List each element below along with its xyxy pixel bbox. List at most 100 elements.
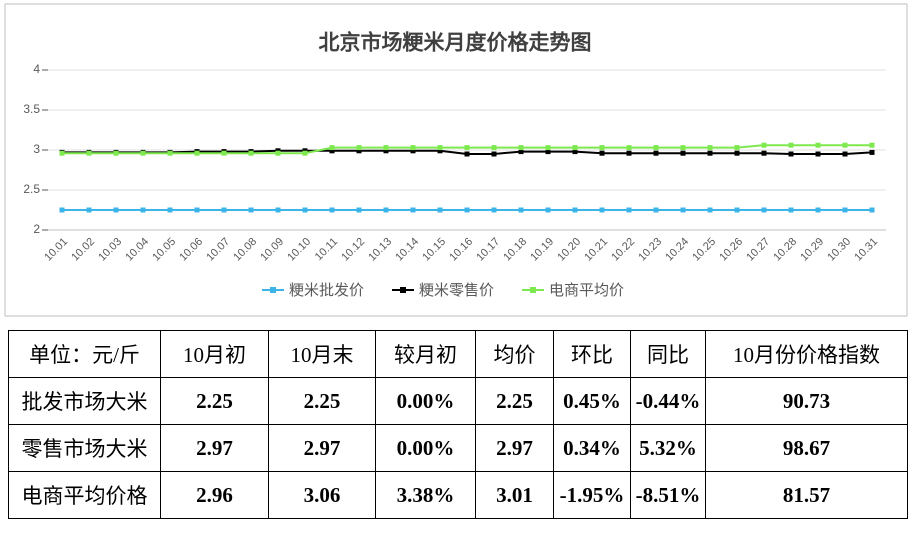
y-tick-label: 4 xyxy=(33,62,40,76)
point-marker xyxy=(653,145,659,151)
point-marker xyxy=(437,207,443,213)
point-marker xyxy=(842,142,848,148)
point-marker xyxy=(788,142,794,148)
table-cell: 98.67 xyxy=(705,424,908,472)
table-cell: 2.97 xyxy=(268,424,376,472)
header-cell: 较月初 xyxy=(375,330,476,378)
point-marker xyxy=(545,207,551,213)
point-marker xyxy=(788,207,794,213)
point-marker xyxy=(410,145,416,151)
table-cell: -1.95% xyxy=(553,471,631,519)
point-marker xyxy=(329,148,335,154)
point-marker xyxy=(869,142,875,148)
point-marker xyxy=(140,207,146,213)
point-marker xyxy=(383,145,389,151)
y-tick-label: 3.5 xyxy=(23,102,40,116)
point-marker xyxy=(626,145,632,151)
point-marker xyxy=(518,149,524,155)
point-marker xyxy=(788,151,794,157)
point-marker xyxy=(734,207,740,213)
point-marker xyxy=(248,150,254,156)
point-marker xyxy=(221,207,227,213)
table-row: 电商平均价格 2.96 3.06 3.38% 3.01 -1.95% -8.51% 81.57 xyxy=(8,471,908,519)
point-marker xyxy=(518,145,524,151)
table-cell: 2.97 xyxy=(475,424,554,472)
point-marker xyxy=(626,207,632,213)
point-marker xyxy=(356,148,362,154)
point-marker xyxy=(113,150,119,156)
table-cell: 2.96 xyxy=(160,471,269,519)
table-cell: 90.73 xyxy=(705,377,908,425)
table-cell: 2.97 xyxy=(160,424,269,472)
table-cell: 电商平均价格 xyxy=(8,471,161,519)
point-marker xyxy=(707,207,713,213)
header-row: 单位：元/斤 10月初 10月末 较月初 均价 环比 同比 10月份价格指数 xyxy=(8,330,908,378)
point-marker xyxy=(437,148,443,154)
point-marker xyxy=(572,145,578,151)
point-marker xyxy=(734,150,740,156)
table-body: 批发市场大米 2.25 2.25 0.00% 2.25 0.45% -0.44% 90.73 零… xyxy=(8,377,908,519)
point-marker xyxy=(653,207,659,213)
point-marker xyxy=(491,145,497,151)
point-marker xyxy=(356,145,362,151)
chart-title: 北京市场粳米月度价格走势图 xyxy=(319,31,592,55)
point-marker xyxy=(707,145,713,151)
table-cell: 2.25 xyxy=(160,377,269,425)
point-marker xyxy=(761,207,767,213)
legend-item: 粳米零售价 xyxy=(392,282,494,299)
point-marker xyxy=(599,207,605,213)
y-tick-label: 3 xyxy=(33,142,40,156)
header-cell: 均价 xyxy=(475,330,554,378)
table-row: 批发市场大米 2.25 2.25 0.00% 2.25 0.45% -0.44% 90.73 xyxy=(8,377,908,425)
legend-item: 电商平均价 xyxy=(522,282,624,299)
point-marker xyxy=(248,207,254,213)
point-marker xyxy=(572,149,578,155)
point-marker xyxy=(167,150,173,156)
point-marker xyxy=(734,145,740,151)
point-marker xyxy=(599,150,605,156)
table-cell: 零售市场大米 xyxy=(8,424,161,472)
legend-marker xyxy=(270,287,276,293)
table-cell: 2.25 xyxy=(268,377,376,425)
price-table: 单位：元/斤 10月初 10月末 较月初 均价 环比 同比 10月份价格指数 批发市场大米 2.… xyxy=(8,330,908,519)
point-marker xyxy=(599,145,605,151)
y-tick-label: 2.5 xyxy=(23,182,40,196)
point-marker xyxy=(545,149,551,155)
legend-marker xyxy=(400,287,406,293)
table-cell: 5.32% xyxy=(630,424,706,472)
legend-label: 粳米批发价 xyxy=(289,282,364,299)
point-marker xyxy=(59,150,65,156)
header-cell: 同比 xyxy=(630,330,706,378)
legend-label: 电商平均价 xyxy=(549,282,624,299)
point-marker xyxy=(680,207,686,213)
table-cell: 81.57 xyxy=(705,471,908,519)
point-marker xyxy=(140,150,146,156)
table-cell: 3.01 xyxy=(475,471,554,519)
point-marker xyxy=(221,150,227,156)
point-marker xyxy=(815,207,821,213)
point-marker xyxy=(869,207,875,213)
point-marker xyxy=(842,151,848,157)
chart-frame xyxy=(4,3,908,317)
point-marker xyxy=(761,150,767,156)
point-marker xyxy=(842,207,848,213)
point-marker xyxy=(275,150,281,156)
legend-marker xyxy=(530,287,536,293)
header-cell: 10月末 xyxy=(268,330,376,378)
point-marker xyxy=(275,207,281,213)
table-cell: 0.00% xyxy=(375,424,476,472)
point-marker xyxy=(194,207,200,213)
table-cell: -8.51% xyxy=(630,471,706,519)
point-marker xyxy=(680,150,686,156)
point-marker xyxy=(869,149,875,155)
point-marker xyxy=(491,207,497,213)
point-marker xyxy=(653,150,659,156)
point-marker xyxy=(329,145,335,151)
point-marker xyxy=(680,145,686,151)
point-marker xyxy=(302,207,308,213)
point-marker xyxy=(410,148,416,154)
point-marker xyxy=(815,142,821,148)
legend-label: 粳米零售价 xyxy=(419,282,494,299)
